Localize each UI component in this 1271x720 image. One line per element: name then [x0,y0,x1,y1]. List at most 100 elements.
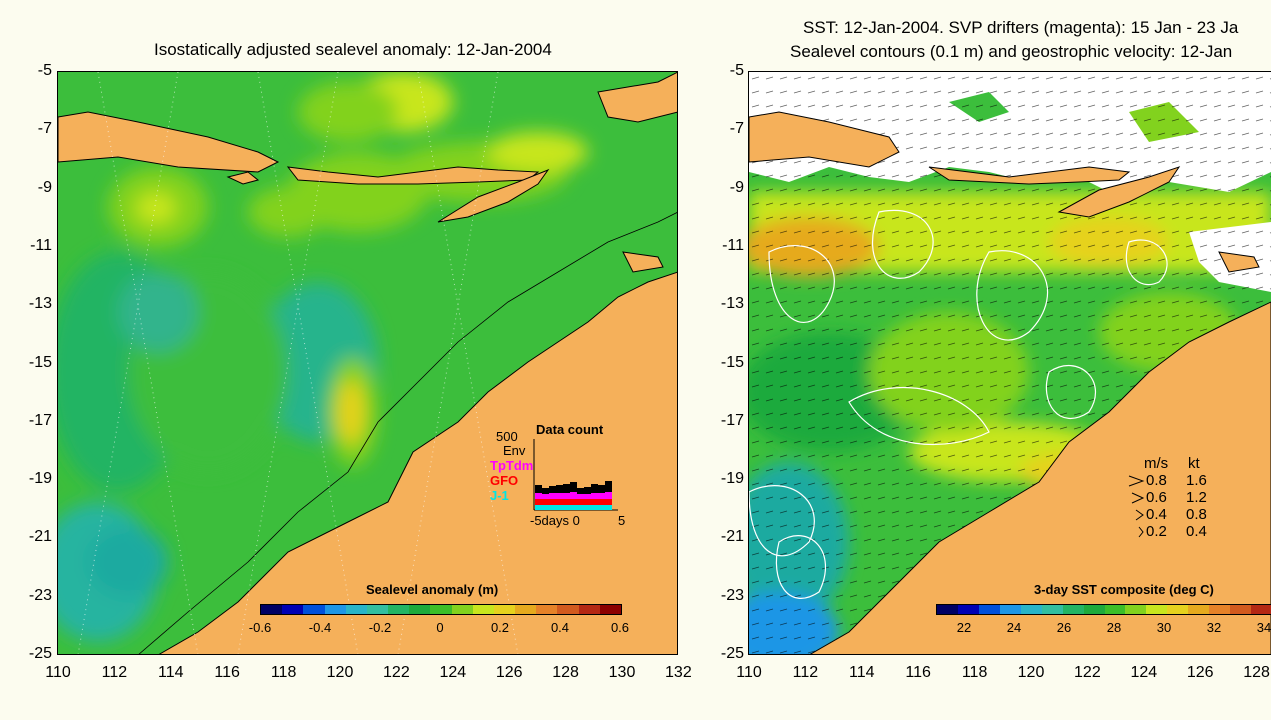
right-y-tick-label: -5 [729,62,744,79]
colorbar-swatch [388,605,410,614]
left-y-tick-label: -19 [28,470,52,488]
colorbar-swatch [282,605,304,614]
timor-island [437,168,550,223]
inset-bar-segment-env [563,484,570,493]
right-map-panel: m/s kt 0.8 1.6 0.6 1.2 0.4 0.8 0.2 0.4 3-day SS… [749,72,1271,655]
colorbar-tick-label: -0.4 [308,620,332,635]
inset-bar-segment-tp [542,494,549,499]
inset-bar-segment-env [605,481,612,492]
colorbar-swatch [409,605,431,614]
velocity-legend-kt: 0.4 [1186,523,1207,540]
inset-title: Data count [536,422,604,437]
melville-island [1218,251,1260,273]
colorbar-swatch [1188,605,1210,614]
sea-anomaly-field [58,72,588,642]
inset-bar-segment-gfo [549,499,556,505]
left-colorbar [260,604,622,615]
velocity-legend-kt: 1.2 [1186,489,1207,506]
right-y-tick-label: -13 [720,295,744,313]
inset-bar-segment-env [598,485,605,493]
left-y-tick-label: -23 [28,586,52,604]
velocity-legend-ms: 0.8 [1146,472,1167,489]
left-axes-frame [57,71,678,655]
colorbar-swatch [1125,605,1147,614]
left-y-tick-label: -7 [37,120,52,138]
left-y-tick-label: -15 [28,353,52,371]
right-x-tick-label: 126 [1186,664,1214,681]
inset-x-right-label: 5 [618,513,626,528]
colorbar-swatch [515,605,537,614]
left-y-tick-label: -17 [28,411,52,429]
left-x-tick-label: 126 [495,664,523,681]
colorbar-swatch [430,605,452,614]
right-y-tick-label: -23 [720,586,744,604]
colorbar-swatch [324,605,346,614]
left-x-tick-label: 124 [439,664,467,681]
australia-landmass [807,301,1271,655]
right-x-tick-label: 128 [1243,664,1270,681]
velocity-legend-ms: 0.2 [1146,523,1167,540]
colorbar-swatch [1062,605,1084,614]
inset-bar-segment-j1 [563,505,570,510]
inset-bar-segment-tp [591,493,598,499]
colorbar-tick-label: 34 [1256,620,1271,635]
colorbar-tick-label: 24 [1006,620,1022,635]
colorbar-tick-label: 32 [1206,620,1222,635]
colorbar-swatch [978,605,1000,614]
inset-bar-segment-gfo [535,499,542,505]
inset-bar-segment-env [535,485,542,493]
colorbar-swatch [999,605,1021,614]
inset-bar-segment-env [542,488,549,494]
inset-bar-segment-j1 [598,505,605,510]
inset-bar-segment-tp [535,493,542,499]
left-x-tick-label: 120 [326,664,354,681]
inset-bar-segment-j1 [570,505,577,510]
colorbar-tick-label: 22 [956,620,972,635]
velocity-legend-header-ms: m/s [1144,455,1169,472]
left-x-tick-label: 122 [383,664,410,681]
right-y-tick-label: -25 [720,645,744,662]
right-x-tick-label: 114 [849,664,875,681]
colorbar-swatch [599,605,621,614]
inset-bar-segment-env [577,488,584,494]
inset-bar-segment-gfo [584,499,591,505]
left-y-tick-label: -13 [28,295,52,313]
lesser-sunda-islands [286,166,540,185]
right-y-tick-label: -11 [722,236,744,254]
sumba-island [226,171,260,185]
australia-landmass [156,271,678,655]
colorbar-tick-label: 30 [1156,620,1172,635]
right-y-tick-label: -19 [720,470,744,488]
right-y-tick-label: -9 [729,178,744,196]
colorbar-swatch [1146,605,1168,614]
inset-bar-segment-tp [549,493,556,499]
left-x-tick-label: 116 [214,664,240,681]
inset-x-label: -5days 0 [530,513,580,528]
left-y-tick-label: -25 [28,645,52,662]
colorbar-swatch [1209,605,1231,614]
left-x-tick-label: 114 [158,664,184,681]
left-y-tick-label: -9 [37,178,52,196]
inset-bar-segment-gfo [577,499,584,505]
velocity-legend-kt: 0.8 [1186,506,1207,523]
inset-series-env: Env [503,443,526,458]
sealevel-anomaly-map [58,72,678,655]
right-panel-title-line1: SST: 12-Jan-2004. SVP drifters (magenta)… [803,18,1239,37]
inset-bar-segment-j1 [556,505,563,510]
sealevel-contours [749,209,1168,599]
colorbar-swatch [1104,605,1126,614]
right-x-tick-label: 116 [905,664,931,681]
velocity-arrow-icon [1138,526,1144,538]
inset-series-j1: J-1 [490,488,509,503]
inset-bar-segment-gfo [556,499,563,505]
velocity-legend-kt: 1.6 [1186,472,1207,489]
inset-series-tptdm: TpTdm [490,458,534,473]
colorbar-swatch [1020,605,1042,614]
velocity-legend-header-kt: kt [1188,455,1200,472]
inset-bar-segment-env [591,484,598,493]
right-x-tick-label: 110 [736,664,762,681]
inset-bar-segment-tp [598,493,605,499]
left-colorbar-title: Sealevel anomaly (m) [366,582,499,597]
northern-island [597,72,678,123]
colorbar-tick-label: 28 [1106,620,1122,635]
